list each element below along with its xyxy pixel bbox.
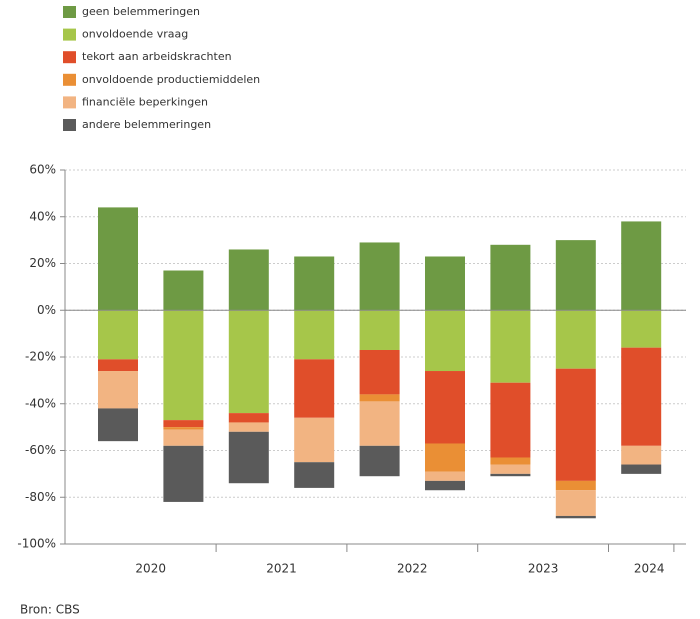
bar-segment (425, 310, 465, 372)
bar-segment (359, 401, 400, 446)
y-tick-label: 40% (29, 209, 56, 223)
legend-swatch (63, 28, 76, 41)
x-group-label: 2022 (397, 562, 428, 576)
legend-label: tekort aan arbeidskrachten (82, 50, 232, 63)
bar-segment (425, 371, 465, 444)
y-tick-label: -20% (25, 350, 56, 364)
bar-segment (621, 445, 662, 465)
bar-segment (359, 445, 400, 477)
x-group-label: 2021 (266, 562, 297, 576)
bar-segment (621, 464, 662, 474)
bar-segment (228, 422, 269, 432)
bar-segment (555, 515, 596, 519)
bar-segment (294, 462, 335, 488)
y-tick-label: -40% (25, 396, 56, 410)
bar-segment (621, 221, 662, 311)
x-group-label: 2020 (135, 562, 166, 576)
bar-segment (98, 408, 138, 442)
x-group-label: 2024 (634, 562, 665, 576)
bar-segment (294, 256, 335, 311)
y-tick-label: -60% (25, 443, 56, 457)
bar-segment (490, 244, 531, 311)
legend-swatch (63, 51, 76, 64)
legend-swatch (63, 6, 76, 18)
legend-label: geen belemmeringen (82, 5, 200, 18)
bar-segment (163, 427, 204, 430)
legend-swatch (63, 119, 76, 131)
bar-segment (228, 249, 269, 311)
bar-segment (228, 431, 269, 484)
bar-segment (425, 480, 465, 491)
bar-segment (621, 310, 662, 348)
y-tick-label: 60% (29, 163, 56, 177)
bar-segment (294, 359, 335, 418)
bar-segment (228, 413, 269, 423)
bar-segment (98, 207, 138, 311)
bar-segment (359, 394, 400, 402)
bar-segment (294, 417, 335, 463)
bar-segment (425, 471, 465, 481)
bar-segment (98, 310, 138, 360)
bar-segment (359, 349, 400, 395)
bar-segment (98, 371, 138, 409)
bar-segment (490, 457, 531, 465)
x-group-label: 2023 (528, 562, 559, 576)
legend-swatch (63, 96, 76, 109)
bar-segment (294, 310, 335, 360)
bar-segment (359, 242, 400, 311)
bar-segment (163, 270, 204, 311)
bar-segment (425, 443, 465, 472)
legend-label: financiële beperkingen (82, 95, 208, 108)
bar-segment (621, 347, 662, 446)
bar-segment (359, 310, 400, 350)
bar-segment (425, 256, 465, 311)
legend-label: onvoldoende vraag (82, 28, 188, 41)
bar-segment (555, 480, 596, 491)
y-tick-label: 0% (37, 303, 56, 317)
bar-segment (555, 310, 596, 369)
bar-segment (163, 310, 204, 421)
bar-segment (228, 310, 269, 414)
bar-segment (490, 310, 531, 383)
bar-segment (490, 382, 531, 458)
legend: geen belemmeringen onvoldoende vraag tekor… (63, 5, 260, 131)
bar-segment (555, 490, 596, 516)
legend-label: andere belemmeringen (82, 118, 211, 131)
legend-label: onvoldoende productiemiddelen (82, 73, 260, 86)
bar-segment (555, 368, 596, 481)
y-tick-label: 20% (29, 256, 56, 270)
source: Bron: CBS (20, 603, 80, 617)
bar-segment (98, 359, 138, 372)
bar-segment (163, 420, 204, 428)
bar-segment (163, 445, 204, 502)
bar-segment (490, 473, 531, 477)
y-tick-label: -100% (17, 537, 56, 551)
bar-segment (490, 464, 531, 474)
legend-swatch (63, 73, 76, 86)
y-tick-label: -80% (25, 490, 56, 504)
bar-segment (163, 429, 204, 446)
bar-segment (555, 240, 596, 311)
